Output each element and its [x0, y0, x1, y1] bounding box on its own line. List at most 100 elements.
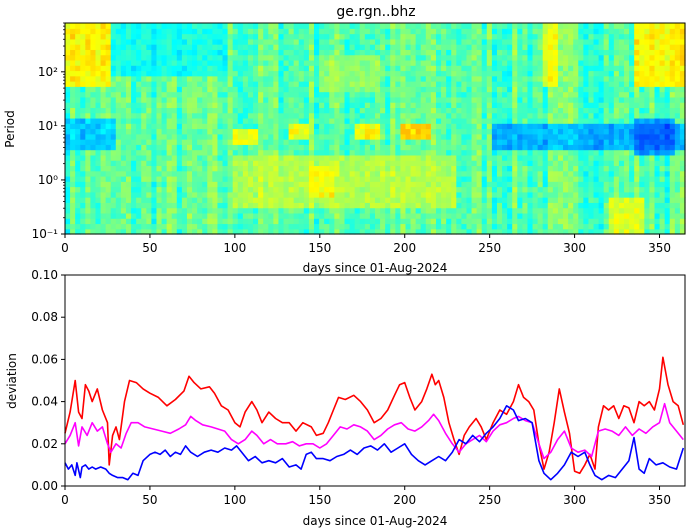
heatmap-cell — [568, 33, 574, 40]
heatmap-cell — [588, 96, 595, 103]
heatmap-cell — [222, 212, 229, 219]
heatmap-cell — [131, 154, 137, 161]
heatmap-cell — [598, 170, 605, 177]
heatmap-cell — [624, 59, 630, 66]
heatmap-cell — [578, 186, 584, 193]
heatmap-cell — [217, 44, 224, 50]
heatmap-cell — [70, 96, 76, 103]
heatmap-cell — [644, 102, 651, 109]
heatmap-cell — [395, 202, 402, 209]
heatmap-cell — [674, 33, 681, 40]
heatmap-cell — [197, 23, 203, 29]
heatmap-cell — [339, 75, 346, 82]
heatmap-cell — [456, 181, 462, 188]
heatmap-cell — [451, 170, 457, 177]
heatmap-cell — [176, 139, 183, 145]
heatmap-cell — [456, 139, 462, 145]
heatmap-cell — [329, 44, 335, 50]
heatmap-cell — [273, 228, 280, 235]
heatmap-cell — [207, 128, 213, 135]
heatmap-cell — [110, 107, 117, 114]
heatmap-cell — [532, 54, 539, 61]
heatmap-cell — [197, 96, 203, 103]
heatmap-cell — [105, 49, 112, 56]
heatmap-cell — [583, 175, 590, 182]
heatmap-cell — [258, 107, 264, 114]
heatmap-cell — [181, 139, 188, 145]
heatmap-cell — [491, 54, 498, 61]
heatmap-cell — [278, 86, 285, 93]
heatmap-cell — [303, 181, 310, 188]
heatmap-cell — [679, 181, 686, 188]
heatmap-cell — [207, 202, 213, 209]
heatmap-cell — [410, 70, 417, 77]
heatmap-cell — [552, 133, 559, 140]
heatmap-cell — [319, 228, 325, 235]
heatmap-cell — [390, 23, 396, 29]
heatmap-cell — [481, 123, 488, 130]
heatmap-cell — [491, 144, 498, 151]
heatmap-cell — [547, 160, 554, 167]
heatmap-cell — [385, 181, 391, 188]
heatmap-cell — [654, 112, 661, 119]
heatmap-cell — [451, 154, 457, 161]
heatmap-cell — [578, 207, 584, 214]
heatmap-cell — [95, 160, 102, 167]
heatmap-cell — [288, 202, 295, 209]
heatmap-cell — [420, 112, 427, 119]
heatmap-cell — [85, 197, 92, 203]
heatmap-cell — [654, 144, 661, 151]
heatmap-cell — [435, 54, 442, 61]
heatmap-cell — [674, 170, 681, 177]
heatmap-cell — [278, 65, 285, 72]
heatmap-cell — [207, 133, 213, 140]
heatmap-cell — [664, 228, 671, 235]
heatmap-cell — [212, 202, 219, 209]
heatmap-cell — [507, 70, 513, 77]
heatmap-cell — [430, 70, 437, 77]
heatmap-cell — [105, 23, 112, 29]
heatmap-cell — [608, 170, 615, 177]
heatmap-cell — [400, 212, 407, 219]
heatmap-cell — [496, 123, 503, 130]
heatmap-cell — [395, 218, 402, 225]
heatmap-cell — [588, 218, 595, 225]
heatmap-cell — [547, 170, 554, 177]
heatmap-cell — [85, 207, 92, 214]
heatmap-cell — [298, 175, 305, 182]
heatmap-cell — [512, 191, 518, 198]
heatmap-cell — [308, 139, 315, 145]
heatmap-cell — [491, 81, 498, 87]
heatmap-cell — [115, 91, 122, 98]
heatmap-cell — [324, 170, 330, 177]
heatmap-cell — [161, 70, 168, 77]
heatmap-cell — [202, 154, 208, 161]
heatmap-cell — [679, 96, 686, 103]
heatmap-cell — [65, 228, 71, 235]
heatmap-cell — [314, 202, 320, 209]
heatmap-cell — [430, 59, 437, 66]
heatmap-cell — [578, 218, 584, 225]
heatmap-cell — [161, 175, 168, 182]
heatmap-cell — [603, 117, 610, 124]
heatmap-cell — [298, 197, 305, 203]
heatmap-cell — [446, 70, 452, 77]
heatmap-cell — [161, 75, 168, 82]
heatmap-cell — [456, 144, 462, 151]
heatmap-cell — [451, 59, 457, 66]
heatmap-cell — [110, 223, 117, 230]
heatmap-cell — [502, 44, 508, 50]
heatmap-cell — [166, 91, 173, 98]
heatmap-cell — [303, 202, 310, 209]
heatmap-cell — [532, 117, 539, 124]
heatmap-cell — [634, 212, 640, 219]
heatmap-cell — [324, 191, 330, 198]
heatmap-cell — [639, 202, 645, 209]
heatmap-cell — [578, 181, 584, 188]
heatmap-cell — [298, 223, 305, 230]
heatmap-cell — [527, 123, 534, 130]
heatmap-cell — [629, 212, 635, 219]
heatmap-cell — [425, 123, 432, 130]
heatmap-cell — [461, 23, 468, 29]
heatmap-cell — [486, 123, 493, 130]
